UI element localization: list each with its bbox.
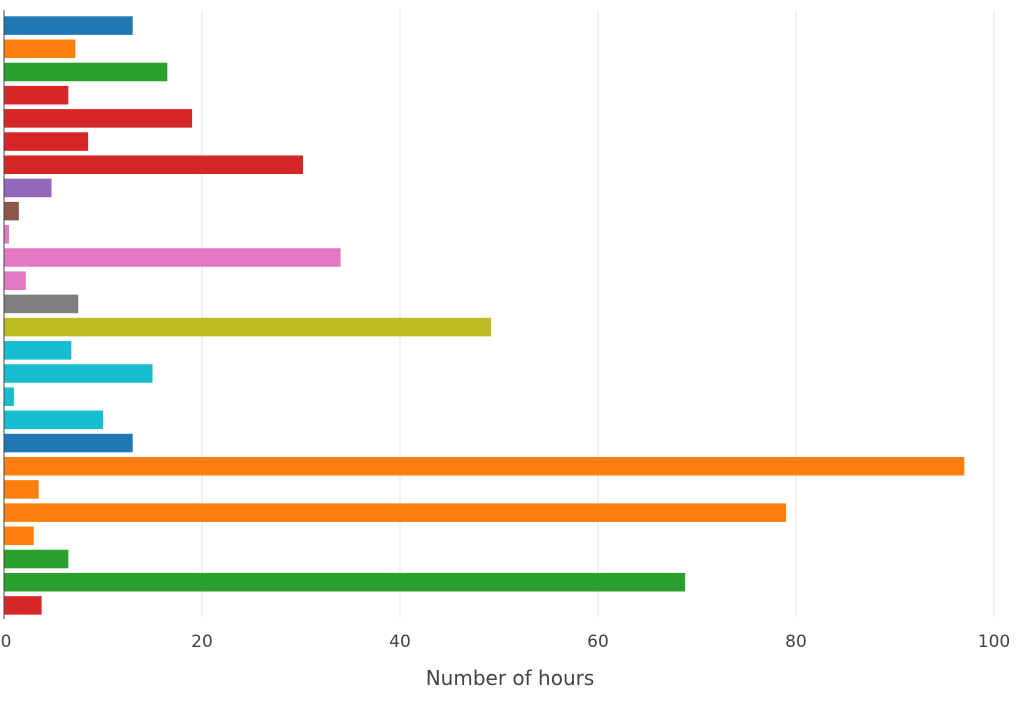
bar <box>4 132 89 151</box>
bar <box>4 178 52 198</box>
x-tick-label: 20 <box>191 632 213 652</box>
bar <box>4 503 787 522</box>
bar <box>4 572 686 592</box>
bar <box>4 364 153 383</box>
bar <box>4 387 14 406</box>
bars <box>4 16 965 615</box>
x-tick-label: 0 <box>1 632 12 652</box>
bar <box>4 317 492 337</box>
bar <box>4 85 69 105</box>
x-axis-title: Number of hours <box>426 666 595 690</box>
bar <box>4 480 39 499</box>
bar <box>4 596 42 615</box>
bar <box>4 410 103 430</box>
bar <box>4 155 303 175</box>
bar <box>4 526 34 546</box>
bar <box>4 201 19 221</box>
x-tick-label: 60 <box>587 632 609 652</box>
bar <box>4 248 341 267</box>
bar <box>4 39 76 59</box>
gridlines <box>201 10 995 617</box>
x-tick-label: 40 <box>389 632 411 652</box>
bar <box>4 109 193 128</box>
x-tick-label: 100 <box>978 632 1010 652</box>
bar <box>4 16 133 35</box>
bar <box>4 433 133 453</box>
bar <box>4 549 69 569</box>
bar <box>4 294 79 314</box>
bar <box>4 225 9 244</box>
x-tick-labels: 0 20 40 60 80 100 <box>1 632 1011 652</box>
bar <box>4 271 26 290</box>
bar <box>4 456 965 476</box>
bar <box>4 62 168 82</box>
x-tick-label: 80 <box>785 632 807 652</box>
bar <box>4 341 72 360</box>
